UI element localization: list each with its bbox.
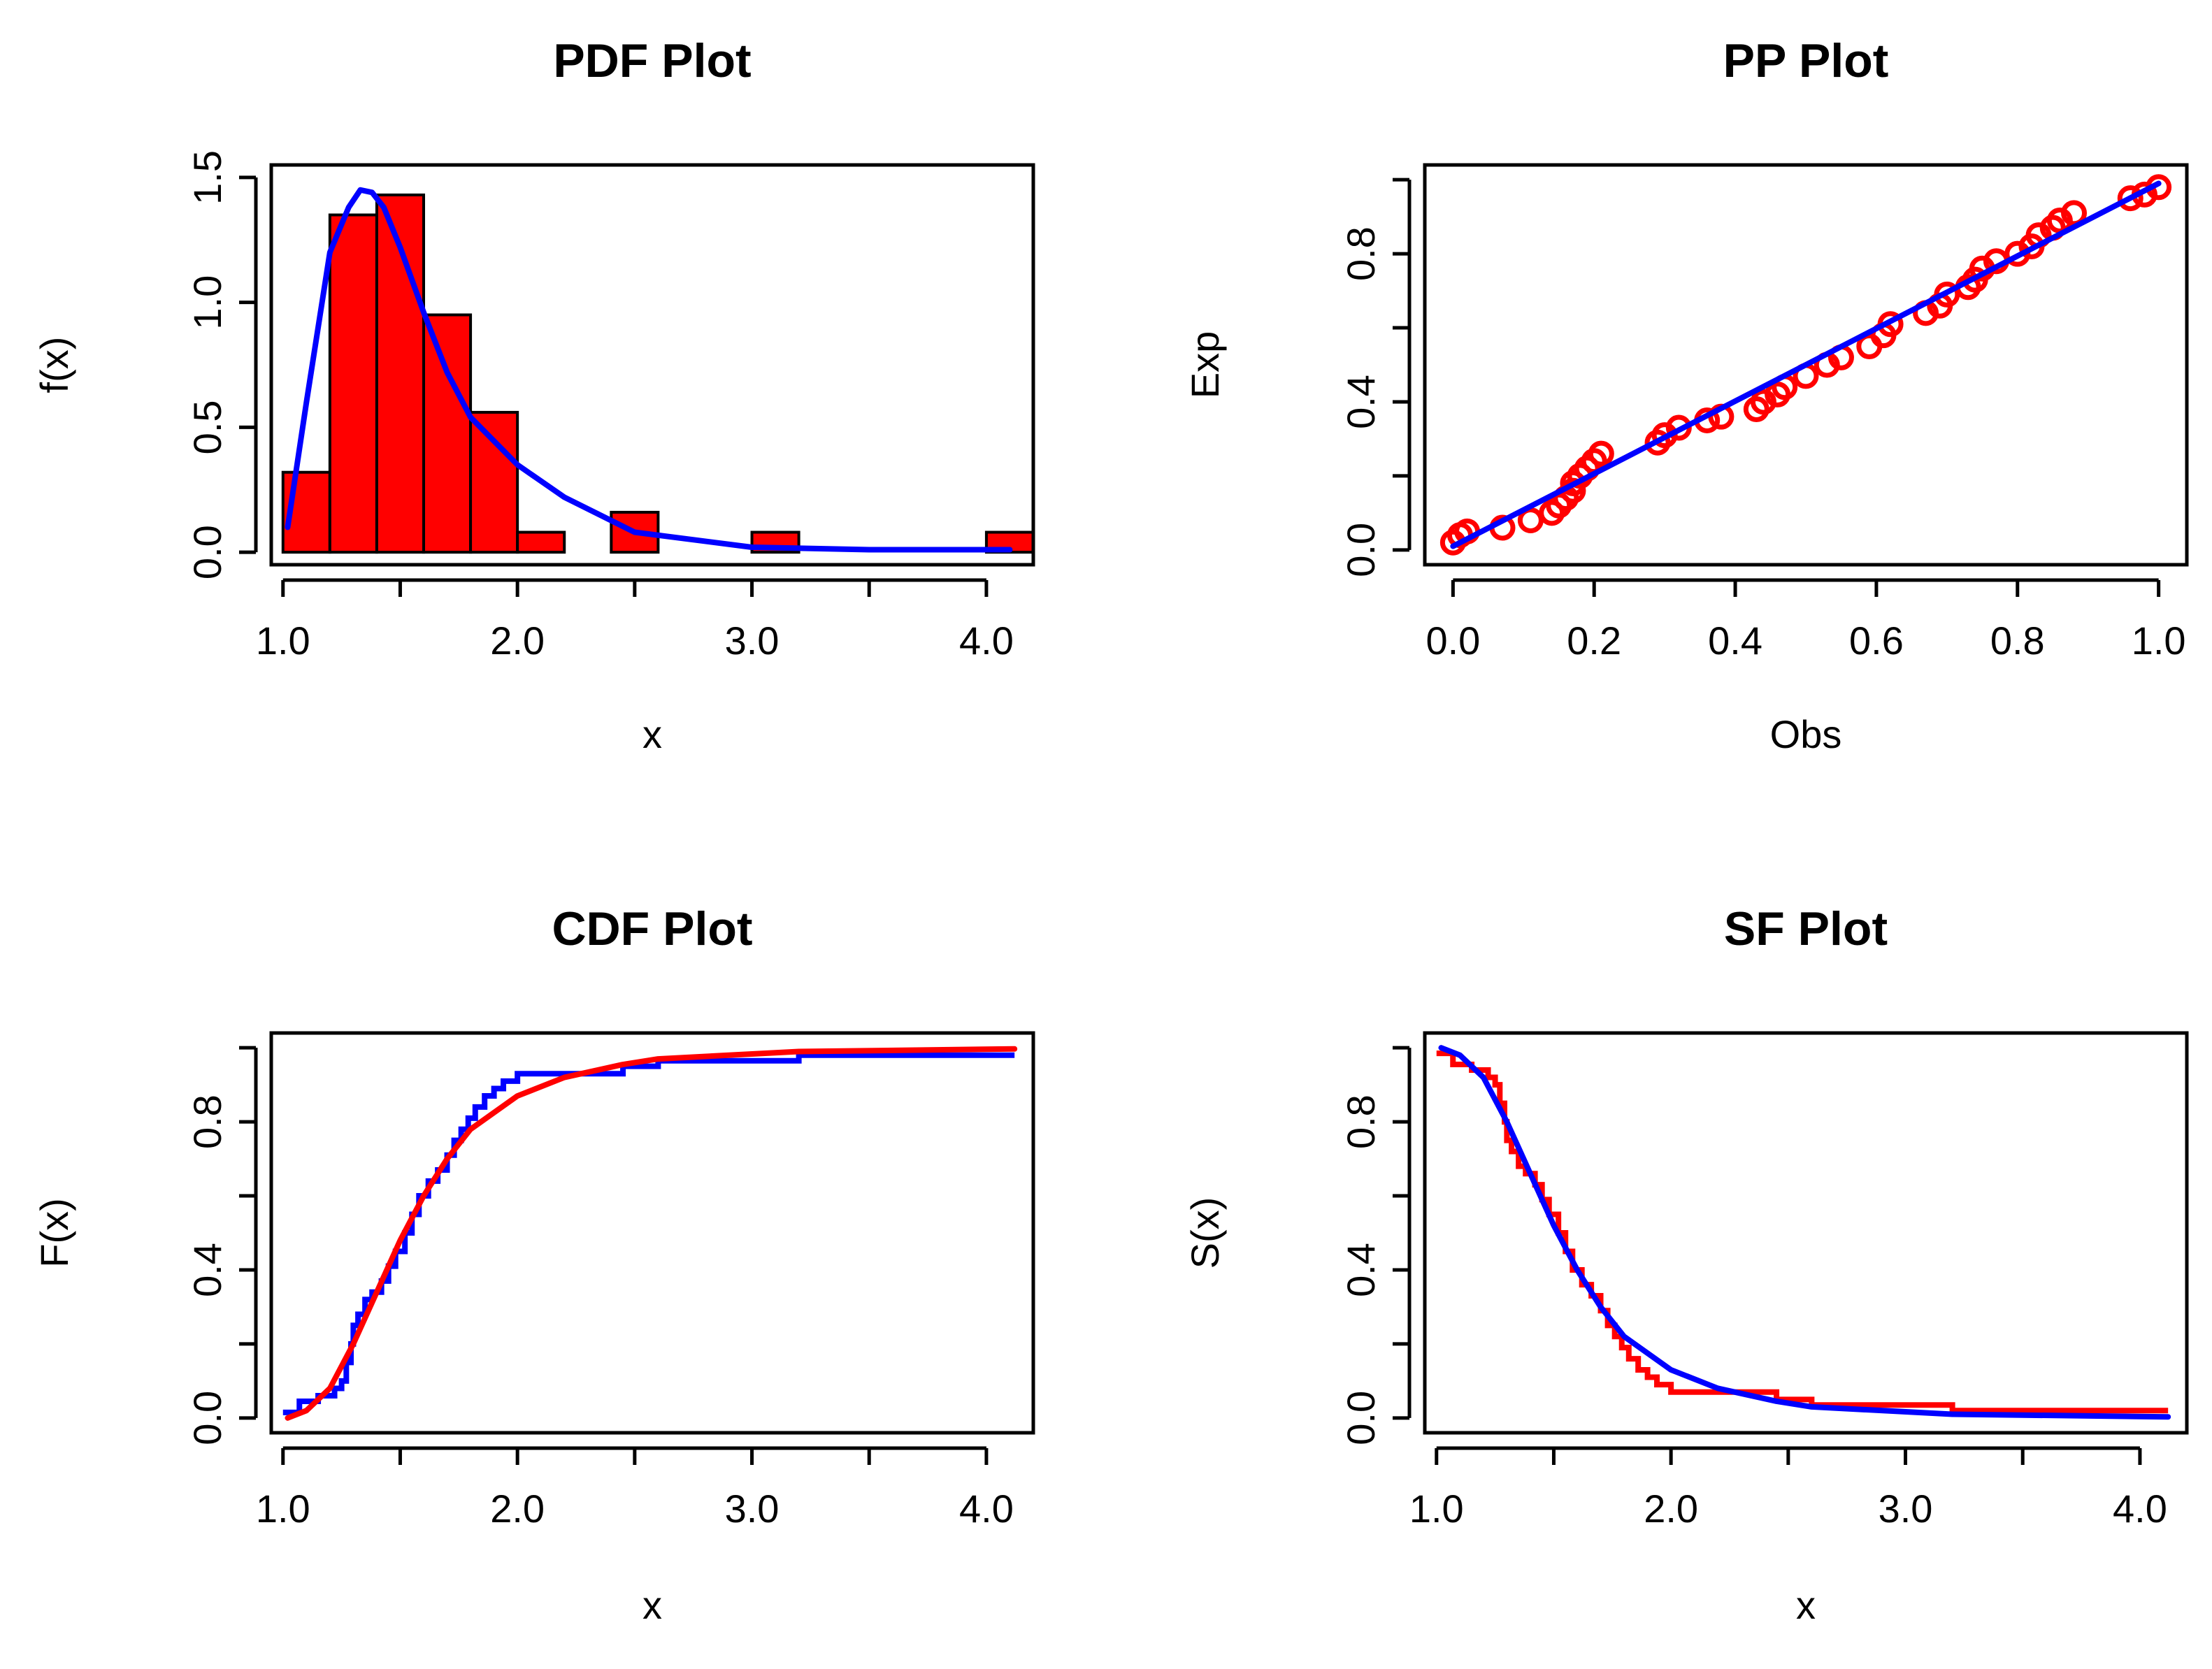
x-tick-label: 1.0 [256,619,310,663]
chart-title: CDF Plot [552,902,752,955]
data-point [1517,507,1544,533]
y-tick-label: 0.4 [185,1243,229,1297]
x-tick-label: 3.0 [725,1487,780,1531]
y-axis-label: Exp [1183,331,1227,399]
chart-title: PDF Plot [553,34,751,87]
chart-title: PP Plot [1723,34,1889,87]
histogram-bar [328,213,378,554]
x-tick-label: 0.0 [1425,619,1480,663]
data-point [2061,200,2088,226]
y-tick-label: 0.4 [1339,1243,1383,1297]
y-tick-label: 1.5 [185,150,229,205]
panel-pdf-plot: PDF Plot x f(x) 1.0 2.0 3.0 4.0 0.0 0.5 1.0 1.5 [32,34,1035,756]
empirical-step-line [1436,1050,2169,1414]
x-tick-label: 1.0 [1409,1487,1464,1531]
plot-frame [1423,1031,2189,1435]
y-tick-label: 1.0 [185,275,229,330]
y-tick-label: 0.4 [1339,375,1383,429]
y-tick-label: 0.8 [1339,1094,1383,1149]
data-point [2117,185,2143,212]
x-tick-label: 0.8 [1990,619,2045,663]
x-axis-label: x [1796,1583,1816,1627]
y-tick-label: 0.0 [1339,523,1383,577]
x-tick-label: 2.0 [490,619,545,663]
x-tick-label: 3.0 [725,619,780,663]
x-tick-label: 4.0 [959,1487,1014,1531]
fitted-line [1450,180,2162,549]
plot-frame [269,163,1035,567]
x-axis-label: Obs [1770,712,1842,756]
fitted-line [285,1046,1018,1421]
x-tick-label: 2.0 [490,1487,545,1531]
x-tick-label: 0.4 [1708,619,1762,663]
plot-frame [269,1031,1035,1435]
y-tick-label: 0.8 [1339,226,1383,281]
x-tick-label: 0.2 [1567,619,1621,663]
y-tick-label: 0.8 [185,1094,229,1149]
plot-frame [1423,163,2189,567]
y-tick-label: 0.0 [1339,1391,1383,1445]
data-point [1588,440,1614,467]
y-axis-label: F(x) [32,1198,76,1268]
y-tick-label: 0.0 [185,1391,229,1445]
empirical-step-line [282,1052,1015,1415]
histogram-bar [422,313,473,554]
x-axis-label: x [642,712,662,756]
y-axis-label: S(x) [1183,1197,1227,1269]
fitted-line [285,187,1013,553]
x-tick-label: 2.0 [1644,1487,1698,1531]
panel-pp-plot: PP Plot Obs Exp 0.0 0.2 0.4 0.6 0.8 1.0 0.0 0.4 0.8 [1183,34,2189,756]
panel-cdf-plot: CDF Plot x F(x) 1.0 2.0 3.0 4.0 0.0 0.4 0.8 [32,902,1035,1627]
panel-sf-plot: SF Plot x S(x) 1.0 2.0 3.0 4.0 0.0 0.4 0.8 [1183,902,2189,1627]
y-axis-label: f(x) [32,337,76,393]
y-tick-label: 0.0 [185,525,229,579]
x-tick-label: 1.0 [256,1487,310,1531]
x-tick-label: 4.0 [959,619,1014,663]
x-tick-label: 0.6 [1849,619,1904,663]
histogram-bar [469,410,519,554]
x-axis-label: x [642,1583,662,1627]
x-tick-label: 4.0 [2113,1487,2167,1531]
y-tick-label: 0.5 [185,400,229,454]
chart-title: SF Plot [1724,902,1888,955]
data-point [1934,281,1960,308]
fitted-line [1438,1045,2171,1420]
x-tick-label: 3.0 [1879,1487,1933,1531]
histogram-bar [516,530,566,554]
x-tick-label: 1.0 [2132,619,2186,663]
